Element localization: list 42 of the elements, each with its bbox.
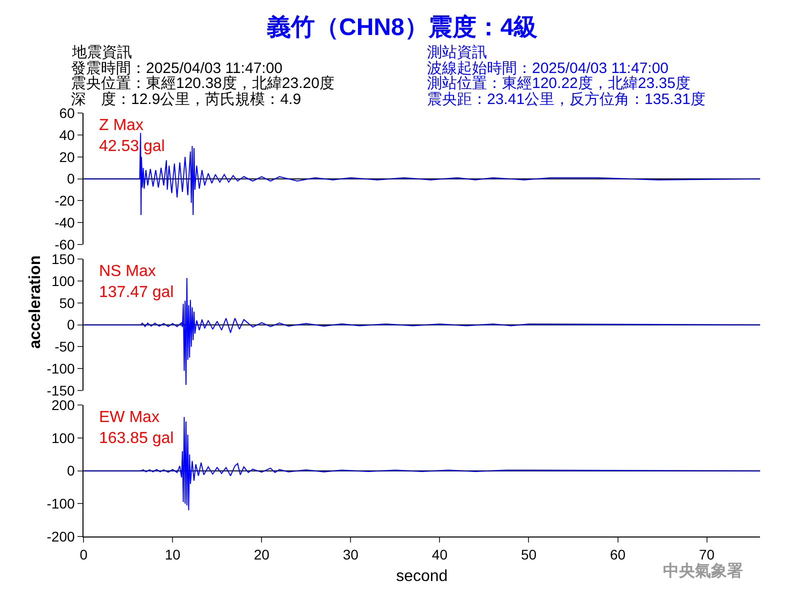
x-tick-label: 50	[520, 546, 537, 562]
y-tick-label: -100	[46, 496, 76, 512]
y-tick-label: -200	[46, 528, 76, 544]
x-tick-label: 10	[164, 546, 181, 562]
y-tick-label: -20	[54, 192, 76, 209]
y-tick-label: 0	[67, 170, 76, 187]
x-tick-label: 40	[432, 546, 448, 562]
y-tick-label: 40	[59, 126, 76, 143]
y-tick-label: 100	[51, 272, 76, 289]
x-tick-label: 0	[80, 546, 88, 562]
y-tick-label: -60	[54, 236, 76, 252]
annotation: Z Max 42.53 gal	[99, 117, 165, 155]
y-tick-label: -40	[54, 214, 76, 231]
y-tick-label: 0	[67, 462, 76, 479]
text: 中央氣象署	[663, 562, 743, 580]
y-tick-label: 60	[59, 105, 76, 122]
text: 測站位置：東經120.22度，北緯23.35度	[427, 75, 690, 92]
y-tick-label: 50	[59, 294, 76, 311]
chart-title: 義竹（CHN8）震度：4級	[266, 14, 538, 41]
y-tick-label: 20	[59, 148, 76, 165]
x-axis-title: second	[396, 568, 448, 586]
text: 測站資訊	[427, 44, 487, 61]
y-tick-label: 0	[67, 316, 76, 333]
y-tick-label: -50	[54, 338, 76, 355]
y-axis-title: acceleration	[26, 255, 44, 349]
text: 深 度：12.9公里，芮氏規模：4.9	[71, 91, 302, 108]
text: 地震資訊	[71, 44, 132, 61]
y-tick-label: 200	[51, 397, 76, 414]
line-series	[84, 132, 760, 216]
y-tick-label: -100	[46, 360, 76, 377]
y-tick-label: -150	[46, 382, 76, 398]
line-series	[84, 277, 760, 386]
annotation: EW Max 163.85 gal	[99, 409, 174, 447]
annotation: NS Max 137.47 gal	[99, 263, 174, 301]
x-tick-label: 60	[610, 546, 626, 562]
x-tick-label: 20	[254, 546, 270, 562]
text: 震央位置：東經120.38度，北緯23.20度	[71, 75, 334, 92]
y-tick-label: 150	[51, 251, 76, 268]
x-tick-label: 30	[342, 546, 359, 562]
y-tick-label: 100	[51, 430, 76, 446]
text: 震央距：23.41公里，反方位角：135.31度	[427, 91, 706, 108]
x-tick-label: 70	[698, 546, 715, 562]
